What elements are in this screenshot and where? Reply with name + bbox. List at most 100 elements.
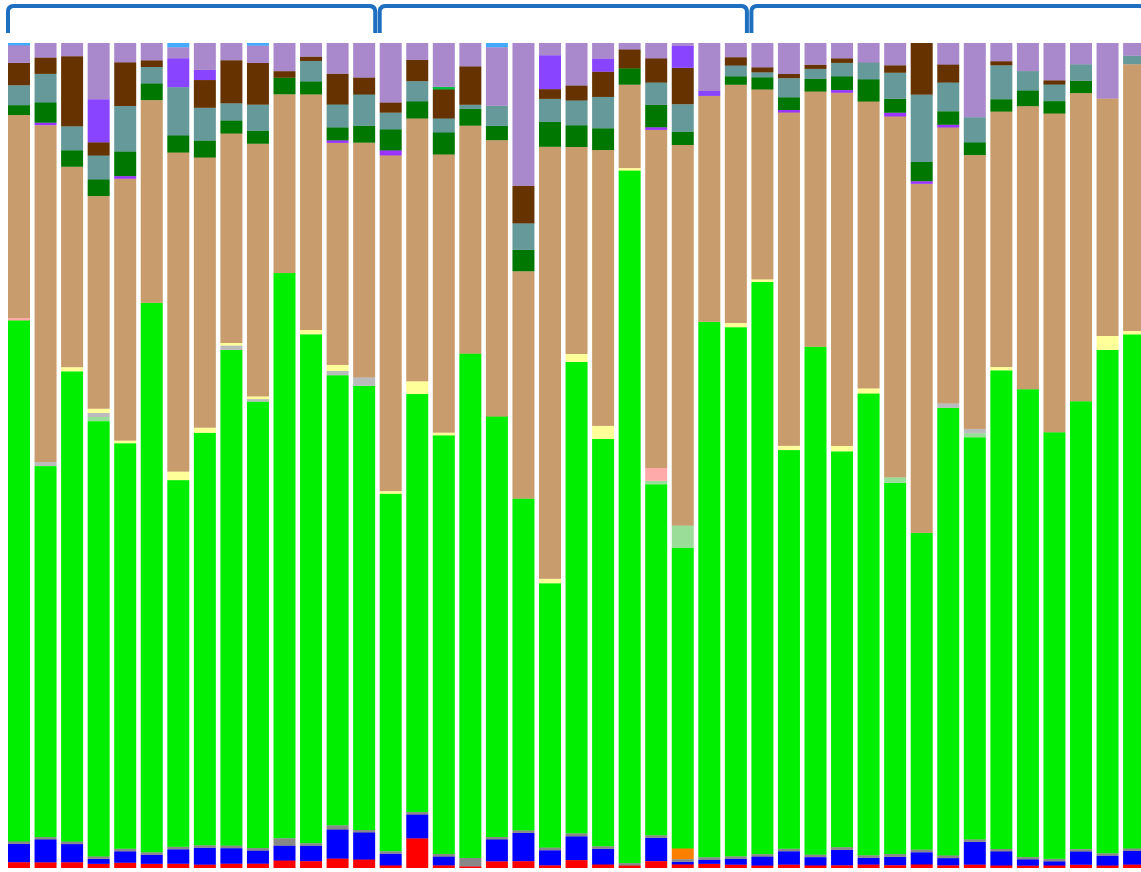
bar-15-segment-11 xyxy=(379,150,402,156)
bar-15-segment-9 xyxy=(379,491,402,494)
bar-32-segment-17 xyxy=(831,43,854,59)
bar-28-segment-10 xyxy=(724,84,747,324)
bar-28-segment-3 xyxy=(724,856,747,859)
bar-4-segment-13 xyxy=(87,155,110,180)
bar-16-segment-12 xyxy=(406,101,429,119)
bar-17-segment-15 xyxy=(432,86,455,90)
bar-32-segment-13 xyxy=(831,62,854,77)
bar-11-segment-3 xyxy=(273,838,296,846)
bar-10-segment-10 xyxy=(246,143,269,397)
bar-21-segment-14 xyxy=(539,89,561,99)
bar-14-segment-8 xyxy=(353,377,376,386)
bar-2-segment-12 xyxy=(34,102,57,123)
bar-28-segment-5 xyxy=(724,327,747,857)
bar-6-segment-2 xyxy=(140,854,163,864)
bar-22-segment-2 xyxy=(565,836,588,861)
bar-1-segment-10 xyxy=(8,115,30,318)
bar-33-segment-10 xyxy=(857,101,880,389)
bar-10-segment-2 xyxy=(246,850,269,864)
bar-9-segment-17 xyxy=(220,43,243,61)
bar-20-segment-14 xyxy=(512,185,535,224)
bar-23-segment-1 xyxy=(592,864,615,868)
bar-19 xyxy=(485,43,508,868)
bar-34-segment-6 xyxy=(884,477,907,483)
bar-42-segment-17 xyxy=(1096,43,1119,99)
bar-40-segment-1 xyxy=(1043,865,1066,868)
group-bracket-2 xyxy=(377,3,749,33)
bar-10-segment-1 xyxy=(246,863,269,868)
bar-9-segment-3 xyxy=(220,845,243,849)
bar-31-segment-13 xyxy=(804,68,827,79)
bar-15 xyxy=(379,43,402,868)
bar-21-segment-5 xyxy=(539,583,561,848)
bar-4-segment-2 xyxy=(87,858,110,864)
bar-29-segment-10 xyxy=(751,89,774,280)
group-bracket-3 xyxy=(749,3,1141,33)
bar-1-segment-3 xyxy=(8,841,30,844)
bar-29-segment-14 xyxy=(751,67,774,73)
bar-39 xyxy=(1016,43,1039,868)
bar-36 xyxy=(937,43,960,868)
bar-9-segment-14 xyxy=(220,60,243,104)
bar-10 xyxy=(246,43,269,868)
bar-39-segment-12 xyxy=(1016,90,1039,107)
bar-25-segment-5 xyxy=(645,484,668,836)
bar-1-segment-5 xyxy=(8,320,30,842)
bar-14-segment-17 xyxy=(353,43,376,78)
bar-3 xyxy=(61,43,84,868)
group-bracket-1 xyxy=(6,3,378,33)
bar-7-segment-1 xyxy=(167,863,190,868)
bar-23-segment-16 xyxy=(592,58,615,72)
bar-12-segment-9 xyxy=(300,329,323,335)
bar-25 xyxy=(645,43,668,868)
bar-29-segment-2 xyxy=(751,856,774,866)
bar-26-segment-13 xyxy=(671,104,694,132)
bar-31-segment-5 xyxy=(804,346,827,855)
bar-32-segment-3 xyxy=(831,847,854,850)
bar-43-segment-5 xyxy=(1123,334,1141,849)
bar-19-segment-3 xyxy=(485,837,508,840)
bar-36-segment-10 xyxy=(937,127,960,404)
bar-7-segment-18 xyxy=(167,43,190,48)
bar-3-segment-10 xyxy=(61,166,84,368)
bar-38-segment-13 xyxy=(990,65,1013,100)
bar-25-segment-12 xyxy=(645,104,668,128)
bar-37-segment-10 xyxy=(963,155,986,429)
bar-20 xyxy=(512,43,535,868)
bar-42-segment-2 xyxy=(1096,855,1119,866)
bar-24-segment-10 xyxy=(618,84,641,169)
bar-14-segment-13 xyxy=(353,94,376,126)
bar-41-segment-17 xyxy=(1070,43,1092,65)
bar-24-segment-1 xyxy=(618,865,641,868)
bar-21-segment-2 xyxy=(539,850,561,866)
bar-4 xyxy=(87,43,110,868)
bar-8-segment-5 xyxy=(193,432,216,846)
bar-1-segment-14 xyxy=(8,62,30,86)
bar-2-segment-13 xyxy=(34,73,57,103)
bar-18-segment-14 xyxy=(459,66,482,105)
bar-31-segment-12 xyxy=(804,78,827,92)
bar-22-segment-10 xyxy=(565,146,588,354)
bar-7-segment-9 xyxy=(167,471,190,481)
bar-13-segment-5 xyxy=(326,375,349,826)
bar-23-segment-17 xyxy=(592,43,615,59)
bar-35-segment-3 xyxy=(910,849,933,853)
bar-13-segment-8 xyxy=(326,370,349,376)
bar-17-segment-3 xyxy=(432,853,455,857)
bar-14-segment-2 xyxy=(353,832,376,860)
bar-13-segment-3 xyxy=(326,825,349,830)
bar-42-segment-1 xyxy=(1096,865,1119,868)
bar-37-segment-6 xyxy=(963,433,986,438)
bar-9-segment-2 xyxy=(220,848,243,864)
bar-4-segment-3 xyxy=(87,856,110,859)
bar-2-segment-11 xyxy=(34,122,57,126)
bar-4-segment-8 xyxy=(87,412,110,418)
bar-20-segment-1 xyxy=(512,861,535,868)
bar-38 xyxy=(990,43,1013,868)
bar-29 xyxy=(751,43,774,868)
bar-23-segment-13 xyxy=(592,96,615,129)
bar-31 xyxy=(804,43,827,868)
bar-7-segment-2 xyxy=(167,849,190,864)
bar-12 xyxy=(300,43,323,868)
